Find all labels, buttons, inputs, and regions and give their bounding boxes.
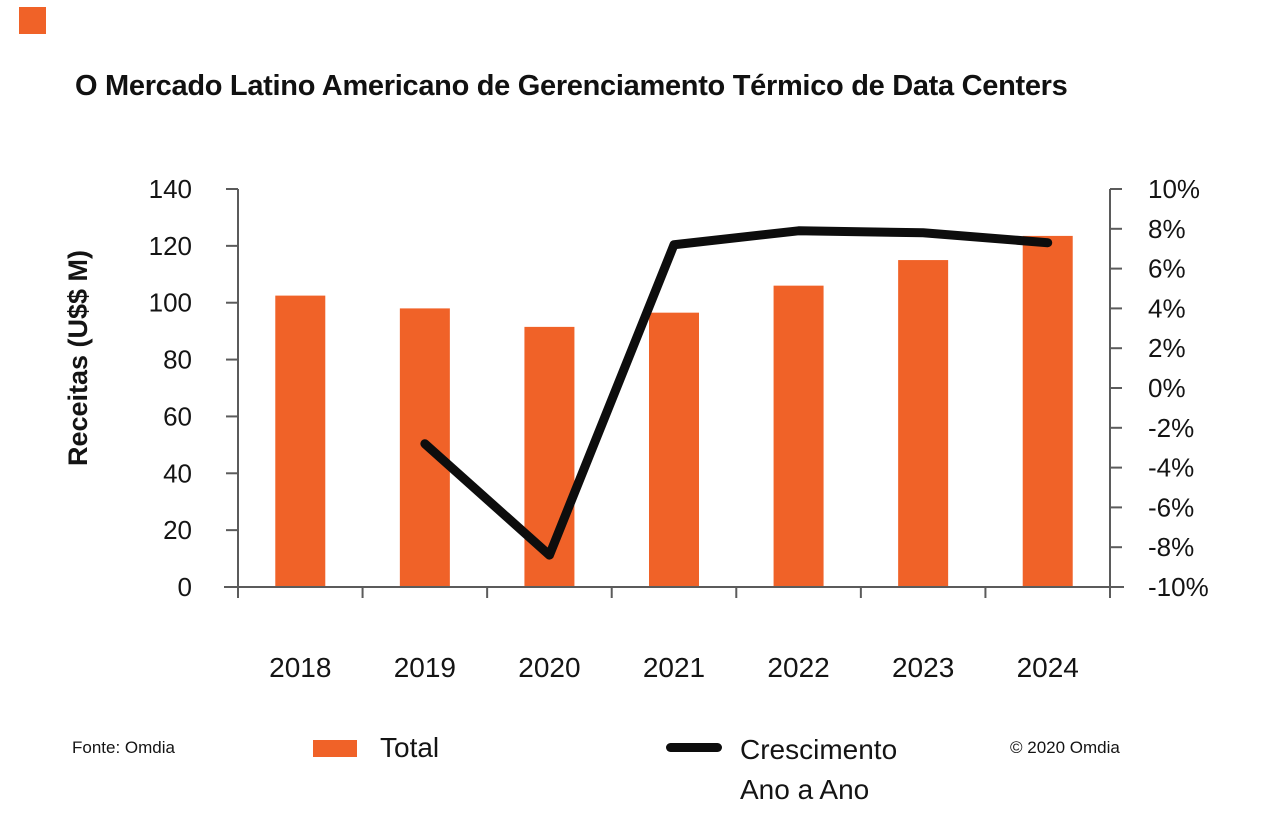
omdia-brand-square-icon [19, 7, 46, 34]
x-category-label: 2023 [892, 652, 954, 683]
growth-line-group [420, 226, 1053, 560]
axes-group [224, 188, 1124, 598]
x-category-label: 2018 [269, 652, 331, 683]
legend-growth-label-line2: Ano a Ano [740, 774, 870, 805]
right-tick-label: 0% [1148, 373, 1186, 403]
x-category-label: 2022 [767, 652, 829, 683]
legend-total-label: Total [380, 732, 440, 763]
copyright-note: © 2020 Omdia [1010, 738, 1120, 757]
left-tick-label: 0 [178, 572, 192, 602]
legend-total-swatch [313, 740, 357, 757]
right-tick-label: -6% [1148, 492, 1194, 522]
chart-title: O Mercado Latino Americano de Gerenciame… [75, 70, 1068, 102]
right-tick-label: 8% [1148, 214, 1186, 244]
bar-2024 [1022, 235, 1073, 586]
right-tick-label: 10% [1148, 174, 1200, 204]
right-tick-label: -8% [1148, 532, 1194, 562]
left-tick-label: 40 [163, 458, 192, 488]
legend-growth-line-swatch [666, 743, 722, 752]
left-tick-label: 100 [149, 288, 192, 318]
left-tick-label: 60 [163, 401, 192, 431]
left-tick-label: 140 [149, 174, 192, 204]
source-note: Fonte: Omdia [72, 738, 175, 757]
right-tick-label: 6% [1148, 254, 1186, 284]
axis-labels-group: 140 120 100 80 60 40 20 0 10% 8% 6% 4% 2% 0% -2% -4% -6%… [149, 174, 1209, 683]
right-tick-label: 4% [1148, 293, 1186, 323]
bar-2018 [275, 295, 326, 586]
bar-2022 [773, 285, 824, 586]
x-category-label: 2019 [394, 652, 456, 683]
legend-growth-label: Crescimento Ano a Ano [740, 730, 897, 810]
left-tick-label: 80 [163, 345, 192, 375]
x-category-label: 2020 [518, 652, 580, 683]
right-tick-label: -10% [1148, 572, 1209, 602]
bar-2023 [898, 260, 949, 586]
growth-line [420, 226, 1053, 560]
x-category-label: 2021 [643, 652, 705, 683]
left-axis-title: Receitas (U$$ M) [63, 250, 93, 466]
x-category-label: 2024 [1017, 652, 1079, 683]
left-tick-label: 20 [163, 515, 192, 545]
right-tick-label: 2% [1148, 333, 1186, 363]
right-tick-label: -2% [1148, 413, 1194, 443]
left-tick-label: 120 [149, 231, 192, 261]
right-tick-label: -4% [1148, 453, 1194, 483]
legend-growth-label-line1: Crescimento [740, 734, 898, 765]
bar-2021 [649, 312, 699, 586]
bar-series-group [275, 235, 1073, 586]
